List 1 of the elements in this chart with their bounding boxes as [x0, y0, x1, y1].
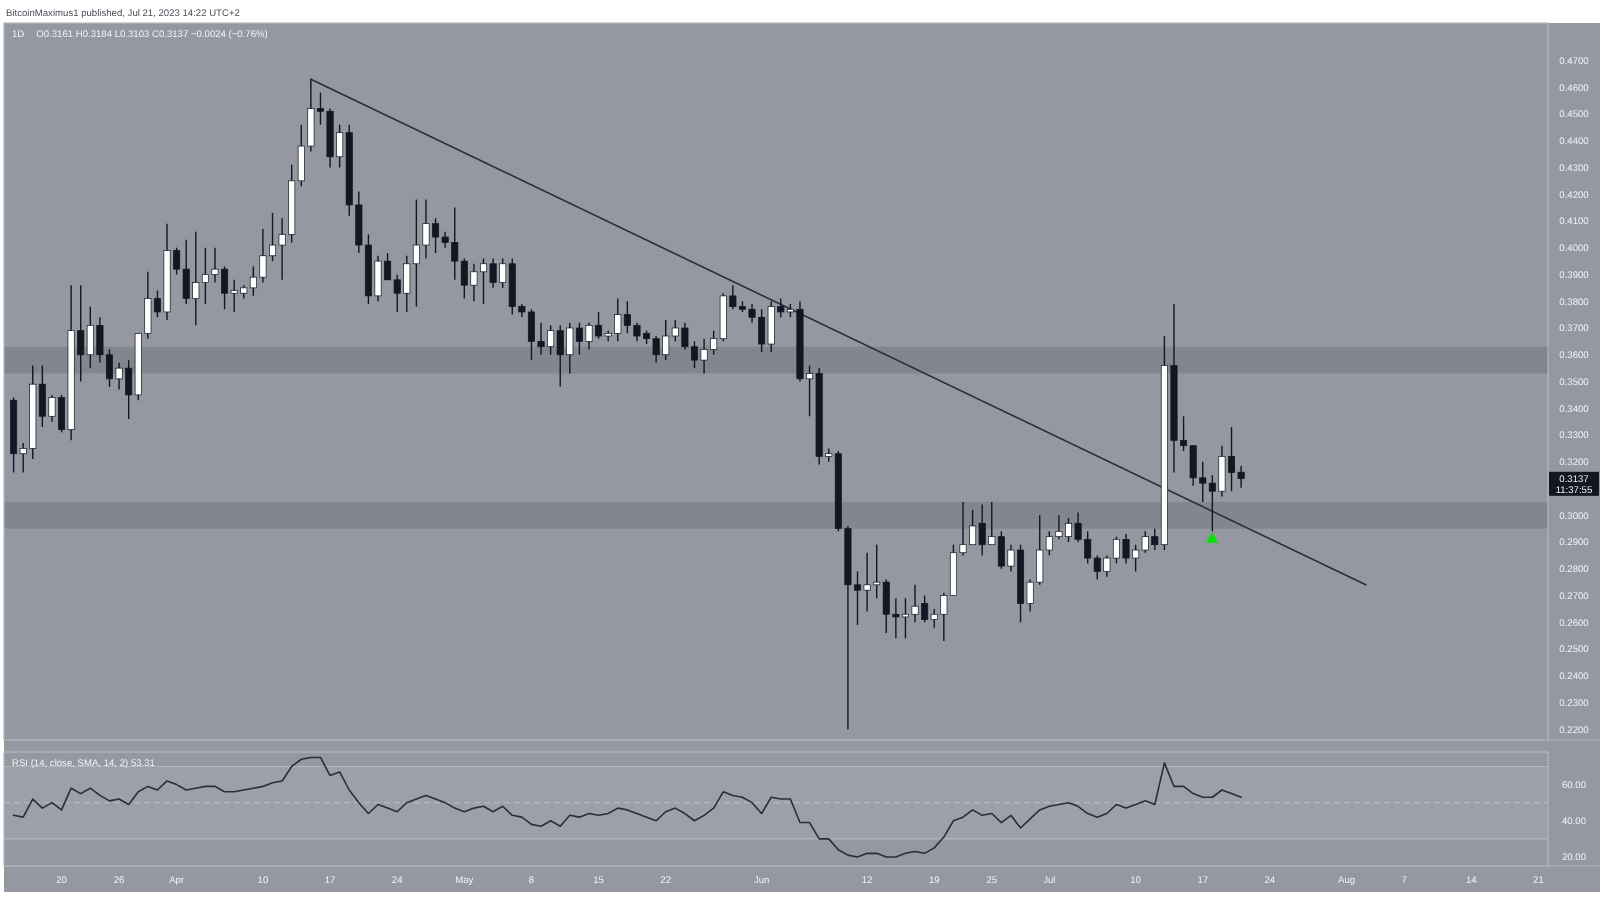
line-series	[12, 756, 1242, 858]
